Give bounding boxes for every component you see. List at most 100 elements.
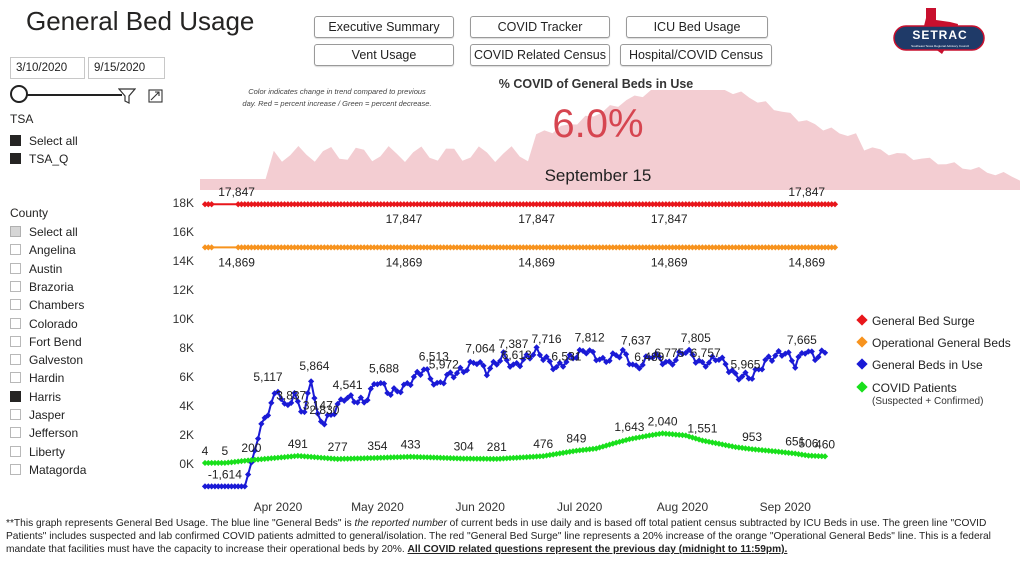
data-point-marker xyxy=(374,201,381,208)
checkbox-icon[interactable] xyxy=(10,427,21,439)
legend-label: General Bed Surge xyxy=(872,314,975,328)
data-point-marker xyxy=(390,244,398,251)
date-slider-handle[interactable] xyxy=(10,85,28,103)
covid-tracker-button[interactable]: COVID Tracker xyxy=(470,16,610,38)
checkbox-icon[interactable] xyxy=(10,299,21,311)
covid-percent-area xyxy=(200,90,1020,190)
data-point-marker xyxy=(397,201,404,208)
checkbox-icon[interactable] xyxy=(10,244,21,256)
checkbox-icon[interactable] xyxy=(10,153,21,164)
county-item[interactable]: Colorado xyxy=(10,316,78,333)
data-point-marker xyxy=(483,201,490,208)
data-point-marker xyxy=(467,455,474,462)
county-item[interactable]: Select all xyxy=(10,224,78,241)
checkbox-icon[interactable] xyxy=(10,226,21,237)
checkbox-icon[interactable] xyxy=(10,262,21,274)
checkbox-icon[interactable] xyxy=(10,463,21,475)
county-item[interactable]: Jefferson xyxy=(10,425,78,442)
data-point-marker xyxy=(765,353,772,360)
executive-summary-button[interactable]: Executive Summary xyxy=(314,16,454,38)
tsa-heading: TSA xyxy=(10,112,34,126)
county-item[interactable]: Chambers xyxy=(10,297,84,314)
data-point-marker xyxy=(337,244,345,251)
data-point-marker xyxy=(387,391,394,399)
y-tick-label: 8K xyxy=(179,341,194,355)
end-date-input[interactable]: 9/15/2020 xyxy=(88,57,165,79)
data-point-marker xyxy=(500,201,507,208)
county-item[interactable]: Liberty xyxy=(10,444,65,461)
data-point-marker xyxy=(271,244,278,251)
data-point-marker xyxy=(400,453,408,461)
data-point-marker xyxy=(384,201,391,208)
data-label: 5 xyxy=(222,444,229,458)
data-point-marker xyxy=(480,244,487,251)
checkbox-icon[interactable] xyxy=(10,280,21,292)
data-label: 4,541 xyxy=(333,378,363,392)
tsa-item-tsa-q[interactable]: TSA_Q xyxy=(10,151,68,168)
hospital-covid-census-button[interactable]: Hospital/COVID Census xyxy=(620,44,772,66)
filter-icon[interactable] xyxy=(117,88,137,109)
data-point-marker xyxy=(331,411,338,418)
data-point-marker xyxy=(463,201,471,208)
data-point-marker xyxy=(496,244,504,251)
data-point-marker xyxy=(656,353,663,360)
data-label: 5,117 xyxy=(253,370,282,384)
county-item[interactable]: Austin xyxy=(10,261,62,278)
vent-usage-button[interactable]: Vent Usage xyxy=(314,44,454,66)
data-label: 5,864 xyxy=(299,359,329,373)
checkbox-icon[interactable] xyxy=(10,335,21,347)
y-tick-label: 12K xyxy=(173,283,194,297)
county-heading: County xyxy=(10,206,49,220)
data-point-marker xyxy=(457,364,464,371)
data-point-marker xyxy=(520,356,527,363)
tsa-select-all[interactable]: Select all xyxy=(10,133,78,150)
county-item[interactable]: Matagorda xyxy=(10,462,86,479)
covid-related-census-button[interactable]: COVID Related Census xyxy=(470,44,610,66)
data-point-marker xyxy=(453,201,461,208)
checkbox-icon[interactable] xyxy=(10,372,21,384)
data-point-marker xyxy=(334,455,341,463)
data-point-marker xyxy=(500,455,507,462)
data-label: 17,847 xyxy=(218,185,255,199)
data-label: 7,064 xyxy=(465,342,495,356)
county-item[interactable]: Jasper xyxy=(10,407,65,424)
county-item[interactable]: Galveston xyxy=(10,352,83,369)
data-point-marker xyxy=(460,201,467,208)
data-point-marker xyxy=(327,244,335,251)
county-item[interactable]: Angelina xyxy=(10,242,76,259)
data-point-marker xyxy=(831,244,839,251)
data-label: 7,637 xyxy=(621,333,651,347)
start-date-input[interactable]: 3/10/2020 xyxy=(10,57,85,79)
county-item[interactable]: Montgomery xyxy=(10,480,96,482)
data-point-marker xyxy=(324,244,331,251)
data-point-marker xyxy=(503,356,510,364)
data-point-marker xyxy=(424,454,431,461)
icu-bed-usage-button[interactable]: ICU Bed Usage xyxy=(626,16,768,38)
data-point-marker xyxy=(208,244,215,251)
data-point-marker xyxy=(278,244,285,251)
data-point-marker xyxy=(357,201,364,208)
data-point-marker xyxy=(460,455,467,462)
data-point-marker xyxy=(404,201,411,208)
county-item[interactable]: Hardin xyxy=(10,370,64,387)
focus-mode-icon[interactable] xyxy=(146,88,164,109)
county-item[interactable]: Harris xyxy=(10,389,61,406)
checkbox-icon[interactable] xyxy=(10,354,21,366)
data-point-marker xyxy=(417,371,424,378)
data-point-marker xyxy=(526,453,534,461)
checkbox-icon[interactable] xyxy=(10,409,21,420)
data-label: 354 xyxy=(367,439,387,453)
county-item[interactable]: Fort Bend xyxy=(10,334,82,351)
checkbox-icon[interactable] xyxy=(10,445,21,457)
county-item[interactable]: Brazoria xyxy=(10,279,74,296)
checkbox-icon[interactable] xyxy=(10,390,21,402)
data-point-marker xyxy=(546,358,553,365)
data-point-marker xyxy=(503,201,510,208)
y-tick-label: 6K xyxy=(179,370,194,384)
data-label: 6,489 xyxy=(634,350,664,364)
checkbox-icon[interactable] xyxy=(10,317,21,329)
date-slider-track[interactable] xyxy=(18,94,122,96)
data-point-marker xyxy=(327,201,335,208)
data-point-marker xyxy=(274,388,282,396)
checkbox-icon[interactable] xyxy=(10,135,21,146)
